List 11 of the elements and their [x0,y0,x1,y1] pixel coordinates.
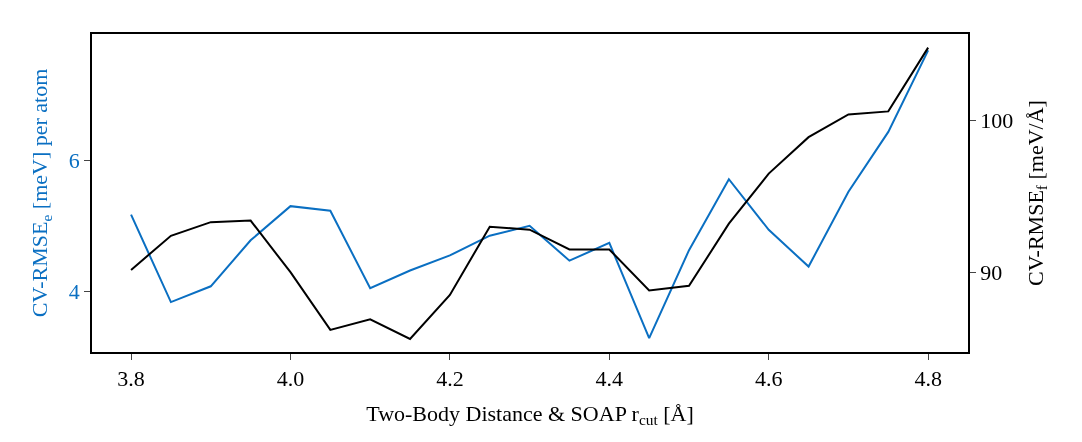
y2-tick-label: 100 [980,108,1014,134]
y2-tick-label: 90 [980,259,1003,285]
x-tick-label: 4.8 [914,366,942,392]
x-tick-label: 3.8 [117,366,145,392]
y-tick-label: 6 [68,147,80,173]
x-tick-label: 4.6 [754,366,783,392]
x-tick-label: 4.2 [436,366,464,392]
x-tick-label: 4.0 [276,366,305,392]
x-axis-title: Two-Body Distance & SOAP r$_{cut}$ [Å] [366,400,694,429]
x-tick-label: 4.4 [595,366,624,392]
y-tick-label: 4 [68,279,80,305]
